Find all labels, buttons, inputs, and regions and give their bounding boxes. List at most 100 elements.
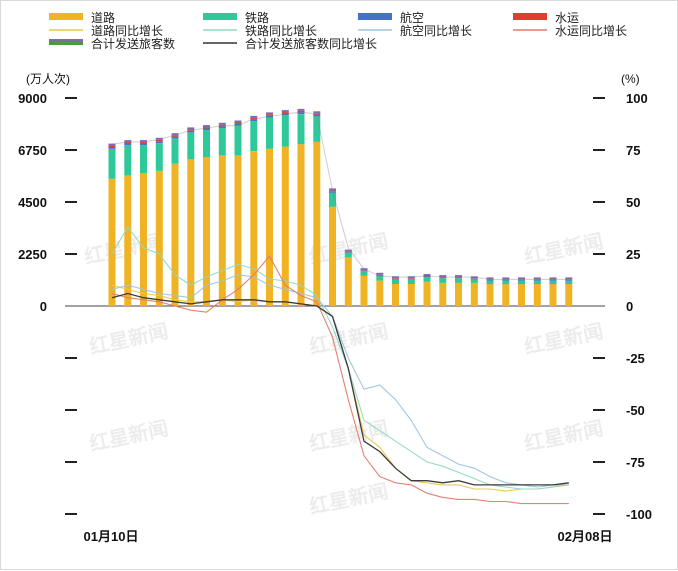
bar-道路-23 bbox=[470, 282, 478, 306]
bar-航空-12 bbox=[297, 112, 305, 115]
bar-航空-2 bbox=[140, 143, 147, 146]
bar-航空-24 bbox=[486, 279, 494, 281]
bar-cap-15 bbox=[344, 249, 352, 252]
legend-item-1: 铁路 bbox=[203, 10, 269, 25]
bar-航空-18 bbox=[392, 278, 399, 280]
line-series-0 bbox=[111, 284, 569, 492]
left-tick-label: 6750 bbox=[18, 143, 47, 158]
bar-水运-6 bbox=[203, 127, 210, 129]
bar-道路-14 bbox=[329, 206, 336, 306]
bar-道路-7 bbox=[218, 155, 226, 306]
bar-cap-9 bbox=[250, 115, 258, 118]
bar-铁路-0 bbox=[108, 148, 116, 179]
bar-航空-8 bbox=[234, 123, 242, 126]
bar-cap-2 bbox=[140, 140, 147, 143]
bar-铁路-23 bbox=[470, 279, 478, 283]
bar-道路-26 bbox=[518, 284, 525, 306]
bar-道路-27 bbox=[533, 284, 541, 306]
legend-item-2: 航空 bbox=[358, 10, 424, 25]
bar-cap-11 bbox=[281, 110, 289, 113]
bar-水运-15 bbox=[344, 251, 352, 253]
right-tick-label: -75 bbox=[626, 455, 645, 470]
bar-航空-9 bbox=[250, 119, 258, 122]
legend-label: 合计发送旅客数同比增长 bbox=[245, 36, 377, 51]
right-tick-label: -50 bbox=[626, 403, 645, 418]
watermark-text: 红星新闻 bbox=[87, 416, 170, 456]
bar-cap-4 bbox=[171, 133, 179, 136]
bar-铁路-2 bbox=[140, 145, 147, 174]
bar-铁路-9 bbox=[250, 121, 258, 152]
x-label-start: 01月10日 bbox=[84, 529, 139, 544]
bar-道路-25 bbox=[502, 284, 510, 306]
bar-铁路-15 bbox=[344, 252, 352, 258]
bar-水运-9 bbox=[250, 117, 258, 120]
bar-cap-29 bbox=[565, 277, 573, 280]
bar-航空-25 bbox=[502, 279, 510, 281]
bar-水运-8 bbox=[234, 122, 242, 124]
bar-铁路-19 bbox=[407, 279, 415, 284]
watermark-text: 红星新闻 bbox=[522, 319, 605, 359]
bar-cap-12 bbox=[297, 108, 305, 111]
bar-道路-15 bbox=[344, 257, 352, 306]
bar-铁路-21 bbox=[439, 278, 447, 283]
bar-水运-13 bbox=[313, 113, 321, 115]
bar-道路-24 bbox=[486, 284, 494, 306]
bar-航空-19 bbox=[407, 278, 415, 280]
bar-航空-3 bbox=[155, 141, 163, 143]
bar-铁路-12 bbox=[297, 114, 305, 145]
bar-道路-4 bbox=[171, 163, 179, 306]
right-tick-label: 0 bbox=[626, 299, 633, 314]
bar-水运-7 bbox=[218, 124, 226, 127]
bar-道路-6 bbox=[203, 156, 210, 306]
bar-铁路-20 bbox=[423, 277, 431, 282]
bar-道路-19 bbox=[407, 284, 415, 306]
bar-cap-19 bbox=[407, 276, 415, 279]
line-series-4 bbox=[111, 111, 569, 280]
right-tick-label: -100 bbox=[626, 507, 652, 522]
bar-航空-4 bbox=[171, 136, 179, 139]
bar-铁路-18 bbox=[392, 279, 399, 284]
legend-item-4: 道路同比增长 bbox=[49, 23, 163, 38]
left-tick-label: 2250 bbox=[18, 247, 47, 262]
bar-水运-16 bbox=[360, 270, 368, 271]
bar-道路-28 bbox=[549, 284, 557, 306]
bar-道路-3 bbox=[155, 170, 163, 306]
bar-铁路-8 bbox=[234, 125, 242, 156]
legend-label: 航空同比增长 bbox=[400, 23, 472, 38]
legend-label: 水运 bbox=[555, 11, 579, 25]
axis-labels: (万人次) (%) 9000 6750 4500 2250 0 100 75 50 25 0 -25 -5… bbox=[18, 72, 652, 544]
bar-道路-11 bbox=[281, 146, 289, 306]
watermark-text: 红星新闻 bbox=[307, 479, 390, 519]
bar-水运-10 bbox=[266, 114, 273, 116]
bar-水运-20 bbox=[423, 276, 431, 277]
bar-铁路-29 bbox=[565, 280, 573, 285]
bar-cap-26 bbox=[518, 277, 525, 280]
line-series-3 bbox=[111, 255, 569, 505]
bar-铁路-16 bbox=[360, 271, 368, 276]
watermark-text: 红星新闻 bbox=[307, 319, 390, 359]
bar-水运-12 bbox=[297, 110, 305, 113]
x-label-end: 02月08日 bbox=[558, 529, 613, 544]
legend-label: 铁路 bbox=[245, 10, 269, 25]
legend-swatch bbox=[49, 42, 83, 45]
bar-道路-17 bbox=[376, 280, 384, 306]
left-tick-label: 0 bbox=[40, 299, 47, 314]
bar-航空-5 bbox=[187, 130, 195, 133]
bar-道路-22 bbox=[455, 282, 462, 306]
legend-swatch bbox=[513, 13, 547, 20]
bar-航空-11 bbox=[281, 113, 289, 116]
right-tick-label: 100 bbox=[626, 91, 648, 106]
legend-item-8: 合计发送旅客数 bbox=[49, 36, 175, 51]
watermark-text: 红星新闻 bbox=[522, 229, 605, 269]
bar-铁路-24 bbox=[486, 280, 494, 285]
legend-item-3: 水运 bbox=[513, 11, 579, 25]
bar-道路-12 bbox=[297, 144, 305, 306]
bar-cap-16 bbox=[360, 268, 368, 271]
bar-航空-13 bbox=[313, 114, 321, 117]
bar-航空-10 bbox=[266, 115, 273, 118]
bar-cap-6 bbox=[203, 125, 210, 128]
bar-水运-0 bbox=[108, 145, 116, 147]
